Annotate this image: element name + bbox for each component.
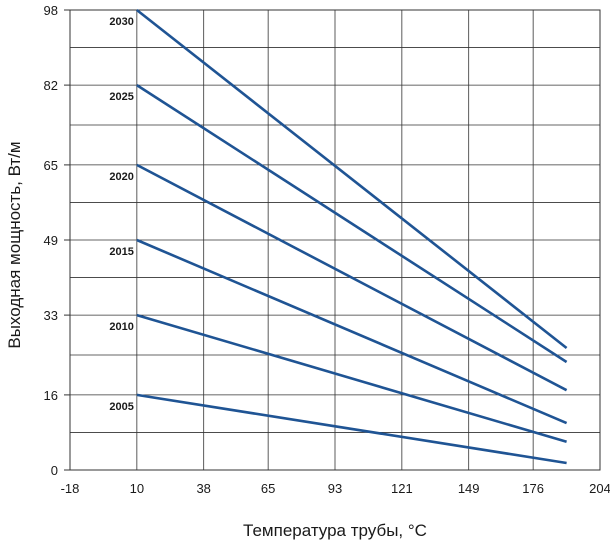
series-lines bbox=[135, 8, 568, 465]
series-label-2005: 2005 bbox=[109, 401, 133, 413]
series-label-2025: 2025 bbox=[109, 91, 133, 103]
series-labels: 2030 2025 2020 2015 2010 2005 bbox=[109, 16, 133, 413]
series-label-2015: 2015 bbox=[109, 246, 133, 258]
y-tick-label: 82 bbox=[44, 78, 58, 93]
series-line-2020 bbox=[136, 163, 568, 392]
series-label-2010: 2010 bbox=[109, 321, 133, 333]
plot-border bbox=[69, 9, 601, 471]
y-tick-label: 65 bbox=[44, 158, 58, 173]
x-tick-label: 149 bbox=[458, 481, 480, 496]
x-tick-label: 93 bbox=[328, 481, 342, 496]
x-tick-label: 204 bbox=[589, 481, 610, 496]
series-line-2005 bbox=[136, 393, 567, 465]
y-tick-label: 0 bbox=[51, 463, 58, 478]
tick-labels: -18 10 38 65 93 121 149 176 204 0 16 33 49 65 82 98 bbox=[44, 3, 610, 496]
series-line-2030 bbox=[135, 8, 568, 350]
x-tick-label: 176 bbox=[522, 481, 544, 496]
series-line-2025 bbox=[136, 84, 568, 364]
y-tick-label: 33 bbox=[44, 308, 58, 323]
y-tick-label: 98 bbox=[44, 3, 58, 18]
x-tick-label: 38 bbox=[196, 481, 210, 496]
y-tick-label: 49 bbox=[44, 233, 58, 248]
x-tick-label: 65 bbox=[261, 481, 275, 496]
series-label-2030: 2030 bbox=[109, 16, 133, 28]
y-tick-label: 16 bbox=[44, 388, 58, 403]
plot-frame bbox=[64, 9, 601, 471]
x-tick-label: -18 bbox=[61, 481, 80, 496]
series-label-2020: 2020 bbox=[109, 171, 133, 183]
y-axis-title: Выходная мощность, Вт/м bbox=[5, 141, 24, 348]
series-line-2010 bbox=[136, 313, 567, 444]
grid bbox=[69, 9, 601, 471]
x-axis-title: Температура трубы, °C bbox=[243, 521, 427, 540]
series-line-2015 bbox=[136, 238, 568, 425]
x-tick-label: 10 bbox=[130, 481, 144, 496]
x-tick-label: 121 bbox=[391, 481, 413, 496]
